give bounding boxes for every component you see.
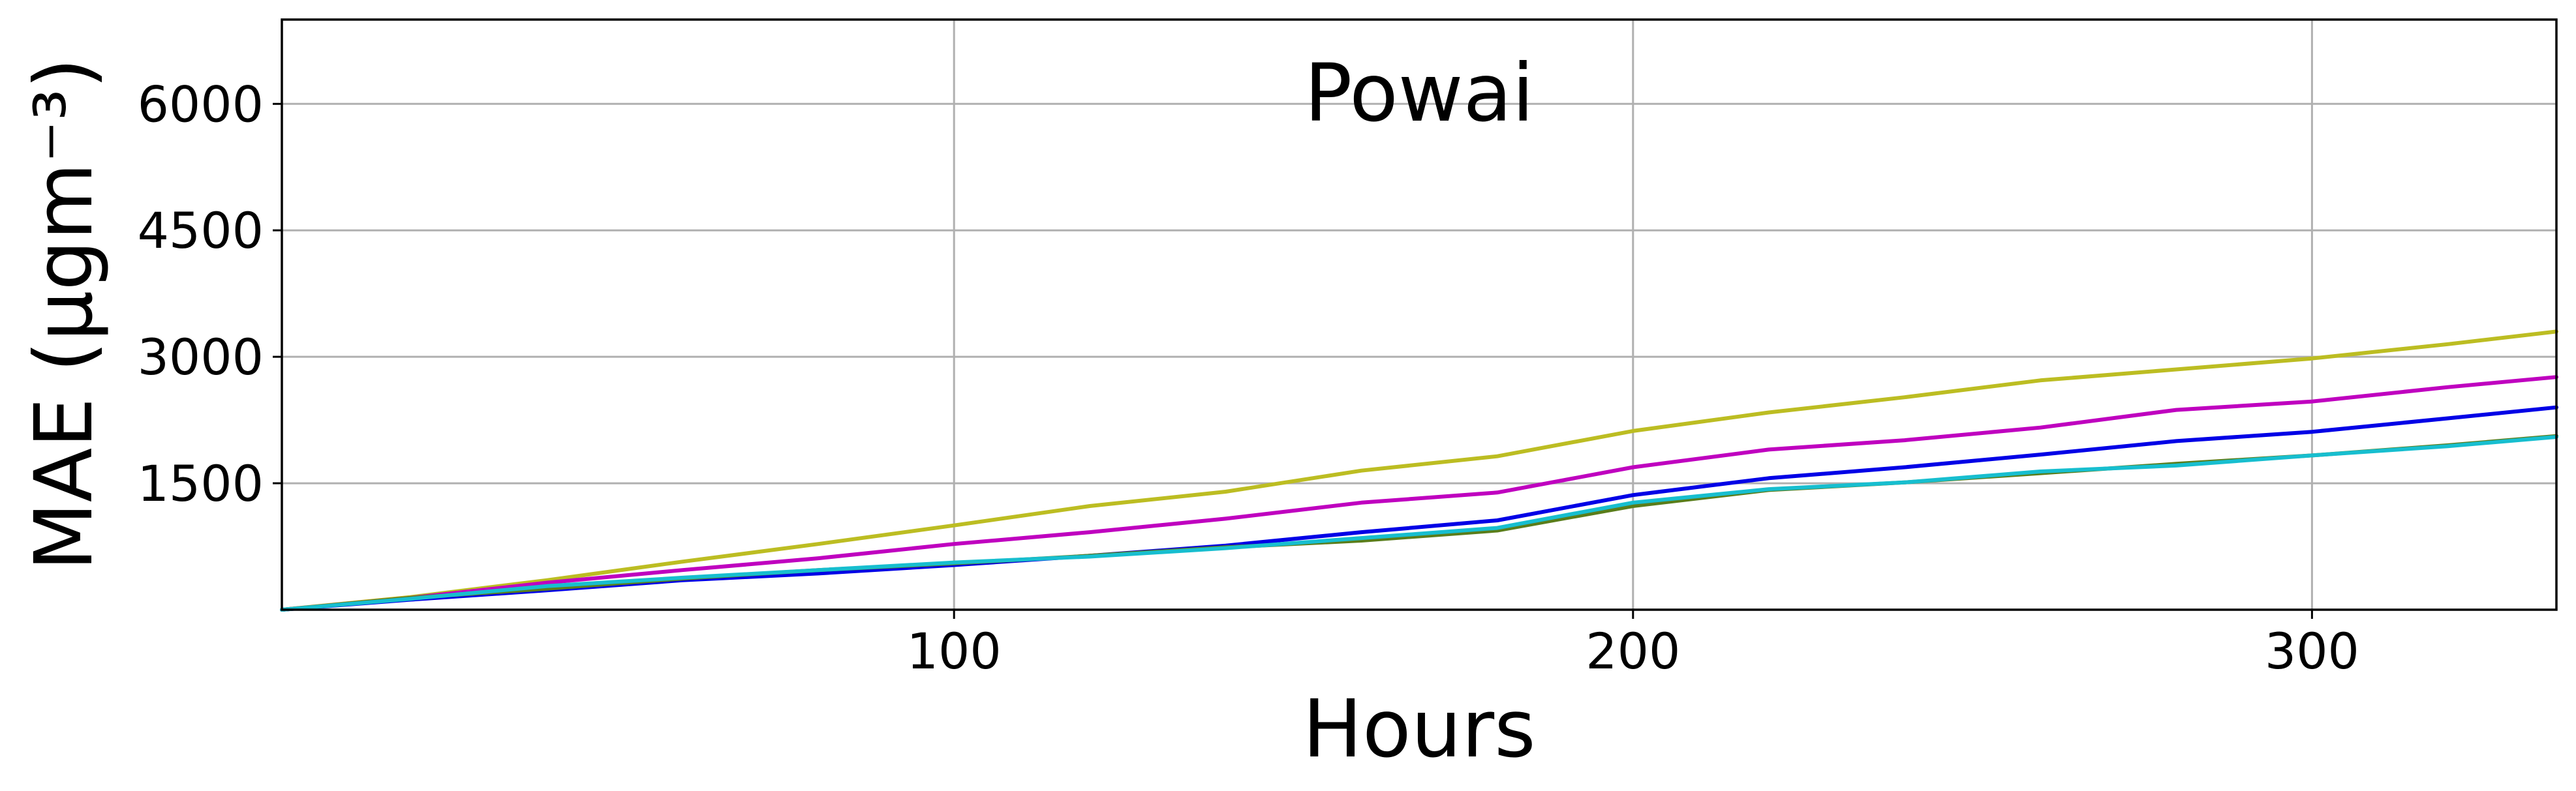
series-line-2 [280,375,2558,612]
y-tick-label: 1500 [138,455,264,513]
plot-frame [281,18,2558,611]
series-lines [280,329,2558,612]
tick-labels: 100 200 300 1500 3000 4500 6000 [138,75,2359,680]
x-tick-label: 200 [1586,622,1680,680]
y-tick-label: 3000 [138,328,264,386]
series-line-1 [280,329,2558,612]
series-line-5 [280,435,2558,612]
series-line-3 [280,405,2558,612]
y-tick-label: 6000 [138,75,264,133]
x-tick-label: 300 [2265,622,2359,680]
x-tick-label: 100 [907,622,1002,680]
plot-title: Powai [1304,47,1534,140]
y-tick-label: 4500 [138,201,264,260]
y-axis-title: MAE (μgm⁻³) [18,58,110,571]
x-axis-title: Hours [1302,683,1535,775]
grid-lines [282,20,2556,610]
